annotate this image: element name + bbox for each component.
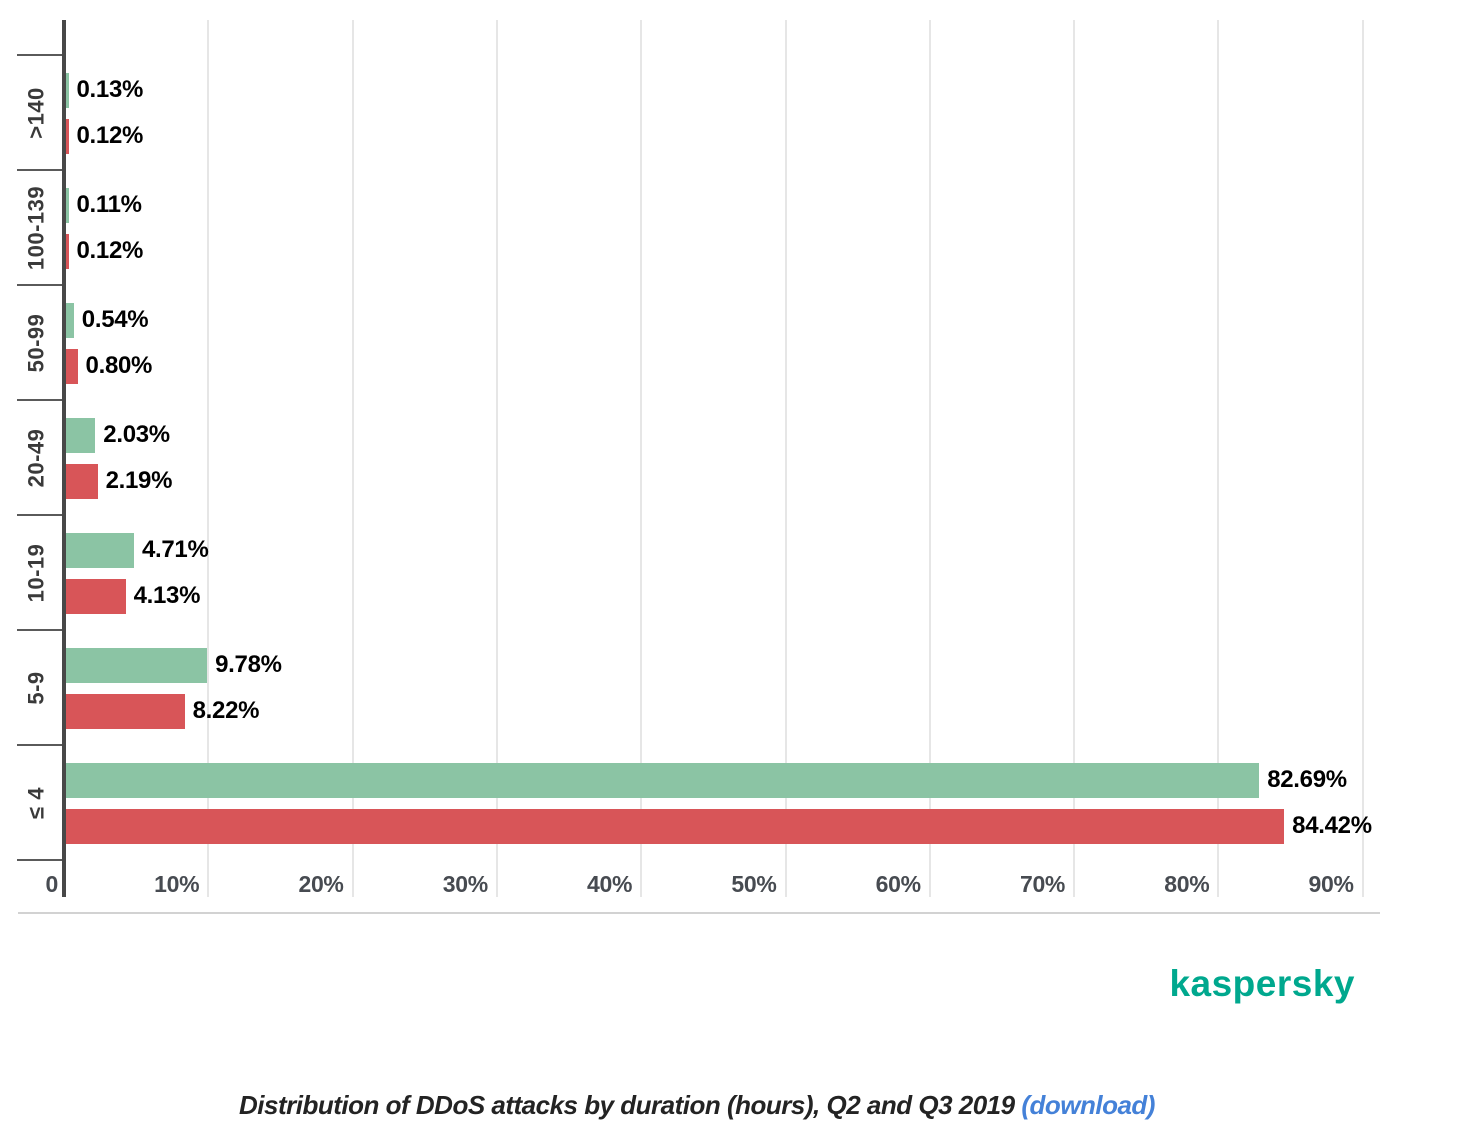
bar-value-label: 82.69% [1267, 766, 1347, 793]
y-axis-tick [17, 744, 62, 746]
chart-bottom-border [18, 912, 1380, 914]
red-bar [66, 234, 69, 269]
bar-value-label: 9.78% [215, 651, 282, 678]
bar-value-label: 2.19% [105, 467, 173, 494]
y-axis-line [62, 20, 66, 897]
gridline-80% [1217, 20, 1220, 897]
green-bar [66, 188, 69, 223]
gridline-90% [1361, 20, 1364, 897]
caption-text: Distribution of DDoS attacks by duration… [239, 1090, 1022, 1120]
x-axis-tick-label: 80% [1164, 871, 1210, 897]
category-label: 5-9 [23, 670, 48, 705]
green-bar [66, 418, 96, 453]
category-label: 20-49 [23, 428, 48, 487]
bar-value-label: 4.13% [133, 582, 201, 609]
category-label: 10-19 [23, 543, 48, 602]
x-axis-tick-label: 30% [442, 871, 488, 897]
chart-caption: Distribution of DDoS attacks by duration… [14, 1090, 1380, 1121]
red-bar [66, 579, 126, 614]
green-bar [66, 533, 134, 568]
gridline-30% [495, 20, 498, 897]
y-axis-tick [17, 859, 62, 861]
kaspersky-logo: kaspersky [1169, 963, 1355, 1004]
y-axis-tick [17, 284, 62, 286]
download-link[interactable]: (download) [1021, 1090, 1155, 1120]
bar-value-label: 84.42% [1292, 812, 1372, 839]
x-axis-tick-label: 60% [875, 871, 921, 897]
gridline-50% [784, 20, 787, 897]
bar-value-label: 8.22% [192, 697, 260, 724]
green-bar [66, 73, 69, 108]
red-bar [66, 349, 78, 384]
bar-value-label: 0.13% [76, 76, 144, 103]
x-axis-tick-label: 90% [1308, 871, 1354, 897]
category-label: >140 [23, 86, 48, 139]
red-bar [66, 119, 69, 154]
y-axis-tick [17, 169, 62, 171]
category-label: ≤ 4 [23, 786, 48, 819]
bar-value-label: 2.03% [103, 421, 170, 448]
bar-value-label: 0.54% [81, 306, 149, 333]
bar-value-label: 0.80% [85, 352, 153, 379]
x-axis-tick-label: 0 [45, 871, 59, 897]
y-axis-tick [17, 629, 62, 631]
x-axis-tick-label: 20% [298, 871, 344, 897]
gridline-40% [640, 20, 643, 897]
category-label: 50-99 [23, 313, 48, 372]
red-bar [66, 809, 1285, 844]
green-bar [66, 763, 1260, 798]
x-axis-tick-label: 40% [587, 871, 633, 897]
x-axis-tick-label: 10% [154, 871, 200, 897]
gridline-60% [928, 20, 931, 897]
gridline-10% [207, 20, 210, 897]
bar-value-label: 0.12% [76, 122, 144, 149]
red-bar [66, 694, 185, 729]
bar-value-label: 0.11% [76, 191, 143, 218]
chart-plot-area: >140 0.13% 0.12% 100-139 0.11% 0.12% 50-99 0.54… [17, 20, 1372, 897]
y-axis-tick [17, 54, 62, 56]
gridline-70% [1073, 20, 1076, 897]
bar-value-label: 0.12% [76, 237, 144, 264]
bar-value-label: 4.71% [141, 536, 209, 563]
green-bar [66, 303, 74, 338]
category-label: 100-139 [23, 185, 48, 270]
x-axis-tick-label: 70% [1019, 871, 1066, 897]
red-bar [66, 464, 98, 499]
y-axis-tick [17, 514, 62, 516]
y-axis-tick [17, 399, 62, 401]
x-axis-tick-label: 50% [731, 871, 777, 897]
gridline-20% [351, 20, 354, 897]
green-bar [66, 648, 208, 683]
